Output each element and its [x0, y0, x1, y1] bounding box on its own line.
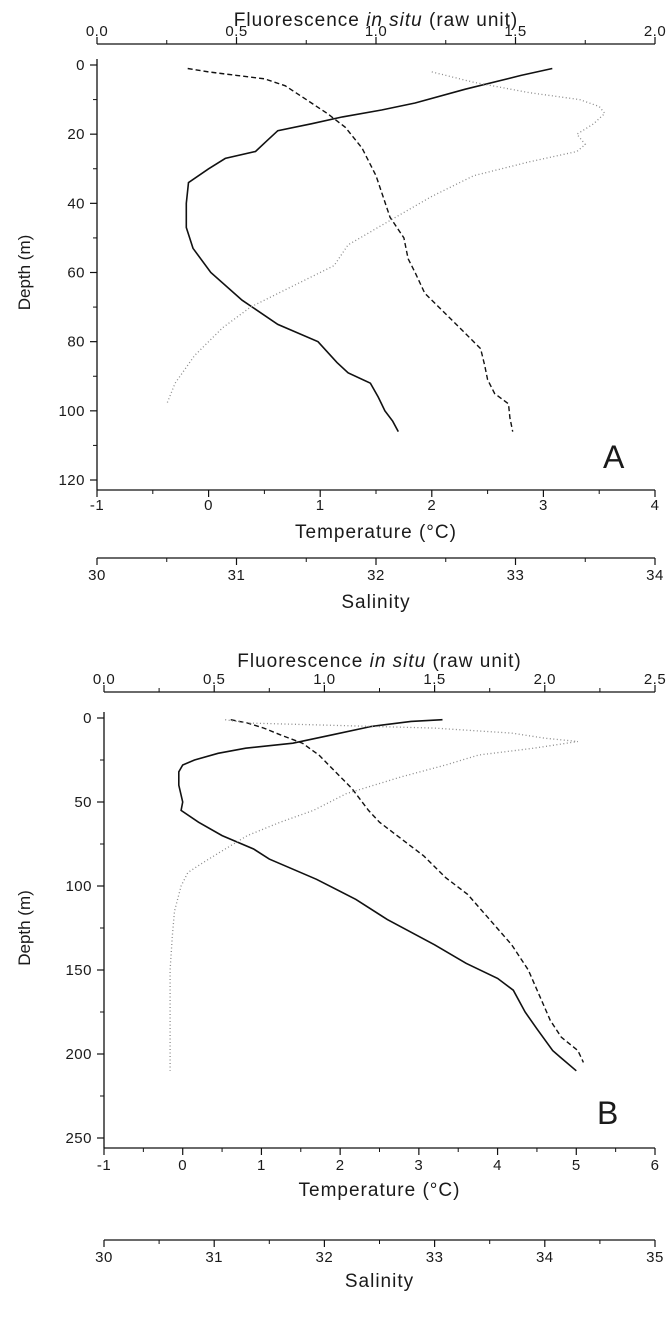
depth-tick-label: 150 [65, 962, 92, 979]
salinity-tick-label: 32 [367, 567, 385, 584]
salinity-tick-label: 31 [205, 1249, 223, 1266]
depth-tick-label: 100 [65, 878, 92, 895]
depth-tick-label: 50 [74, 794, 92, 811]
temperature-tick-label: -1 [90, 497, 104, 514]
temperature-axis-title: Temperature (°C) [295, 522, 457, 543]
depth-tick-label: 250 [65, 1130, 92, 1147]
depth-tick-label: 100 [58, 403, 85, 420]
temperature-tick-label: 0 [204, 497, 213, 514]
temperature-profile-line [178, 718, 577, 1072]
temperature-tick-label: 1 [316, 497, 325, 514]
temperature-tick-label: 3 [414, 1157, 423, 1174]
temperature-tick-label: -1 [97, 1157, 111, 1174]
fluorescence-tick-label: 1.5 [423, 671, 445, 688]
temperature-tick-label: 4 [493, 1157, 502, 1174]
fluorescence-tick-label: 2.5 [644, 671, 666, 688]
temperature-tick-label: 5 [572, 1157, 581, 1174]
salinity-tick-label: 34 [536, 1249, 554, 1266]
temperature-tick-label: 2 [427, 497, 436, 514]
salinity-tick-label: 33 [426, 1249, 444, 1266]
salinity-tick-label: 33 [507, 567, 525, 584]
fluorescence-axis-title: Fluorescence in situ (raw unit) [234, 10, 518, 31]
temperature-tick-label: 4 [651, 497, 660, 514]
salinity-tick-label: 30 [88, 567, 106, 584]
fluorescence-profile-line [169, 719, 578, 1071]
fluorescence-tick-label: 2.0 [534, 671, 556, 688]
depth-tick-label: 40 [67, 195, 85, 212]
depth-tick-label: 60 [67, 265, 85, 282]
fluorescence-tick-label: 2.0 [644, 23, 666, 40]
temperature-axis-title: Temperature (°C) [299, 1180, 461, 1201]
temperature-profile-line [185, 67, 553, 432]
depth-tick-label: 0 [76, 57, 85, 74]
depth-tick-label: 20 [67, 126, 85, 143]
temperature-tick-label: 0 [178, 1157, 187, 1174]
fluorescence-tick-label: 0.0 [86, 23, 108, 40]
salinity-profile-line [187, 67, 514, 432]
panel-a: 0.0 0.5 1.0 1.5 2.0 Fluorescence in situ (raw… [15, 10, 666, 613]
panel-b: 0.0 0.5 1.0 1.5 2.0 2.5 Fluorescence in situ (… [15, 651, 666, 1292]
fluorescence-tick-label: 1.0 [365, 23, 387, 40]
salinity-tick-label: 34 [646, 567, 664, 584]
temperature-tick-label: 6 [651, 1157, 660, 1174]
temperature-tick-label: 2 [336, 1157, 345, 1174]
fluorescence-tick-label: 1.0 [313, 671, 335, 688]
salinity-axis-title: Salinity [341, 592, 410, 613]
fluorescence-tick-label: 1.5 [504, 23, 526, 40]
fluorescence-tick-label: 0.5 [203, 671, 225, 688]
fluorescence-axis-title: Fluorescence in situ (raw unit) [237, 651, 521, 672]
panel-letter: A [603, 439, 625, 475]
salinity-tick-label: 31 [228, 567, 246, 584]
salinity-tick-label: 35 [646, 1249, 664, 1266]
depth-tick-label: 120 [58, 472, 85, 489]
fluorescence-tick-label: 0.0 [93, 671, 115, 688]
depth-axis-title: Depth (m) [15, 235, 34, 311]
panel-letter: B [597, 1095, 618, 1131]
salinity-tick-label: 30 [95, 1249, 113, 1266]
salinity-axis-title: Salinity [345, 1271, 414, 1292]
depth-axis-title: Depth (m) [15, 890, 34, 966]
salinity-tick-label: 32 [316, 1249, 334, 1266]
depth-tick-label: 0 [83, 710, 92, 727]
fluorescence-tick-label: 0.5 [225, 23, 247, 40]
fluorescence-profile-line [166, 71, 606, 405]
temperature-tick-label: 1 [257, 1157, 266, 1174]
salinity-profile-line [230, 719, 585, 1063]
depth-tick-label: 80 [67, 334, 85, 351]
temperature-tick-label: 3 [539, 497, 548, 514]
depth-tick-label: 200 [65, 1046, 92, 1063]
